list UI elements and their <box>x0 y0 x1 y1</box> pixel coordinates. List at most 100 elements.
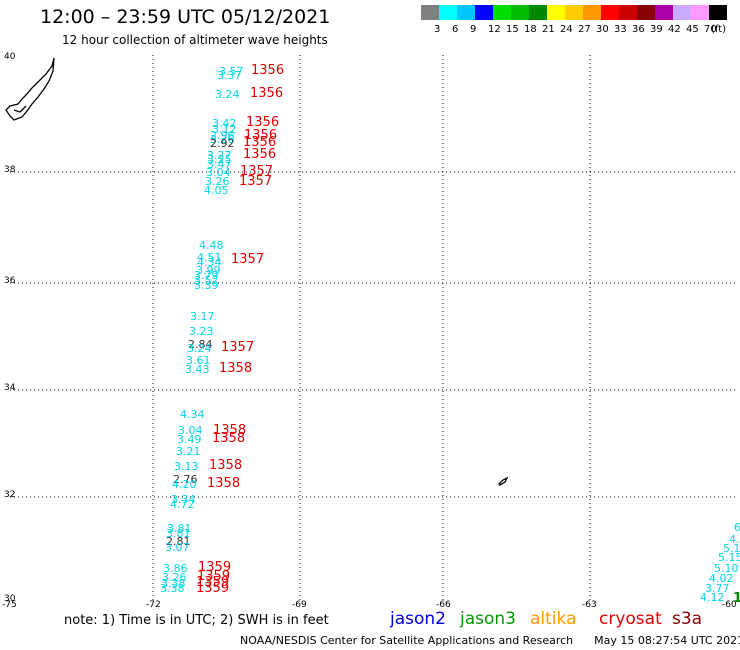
wave-height-value: 3.38 <box>160 582 185 595</box>
wave-height-value: 4.51 <box>197 251 222 264</box>
latitude-label: 38 <box>4 165 16 175</box>
wave-height-value: 5.10 <box>714 562 739 575</box>
pass-time: 1356 <box>243 147 277 162</box>
scale-label: 70 <box>704 24 717 35</box>
latitude-label: 34 <box>4 383 16 393</box>
pass-time: 1357 <box>240 164 274 179</box>
satellite-altika: altika <box>530 609 577 629</box>
wave-height-value: 4.02 <box>709 572 734 585</box>
wave-height-value: 5.15 <box>718 551 740 564</box>
page-subtitle: 12 hour collection of altimeter wave hei… <box>62 33 328 47</box>
pass-time: 1357 <box>239 174 273 189</box>
wave-height-value: 3.52 <box>194 274 219 287</box>
wave-height-value: 4.05 <box>204 184 229 197</box>
satellite-jason2: jason2 <box>390 609 446 629</box>
scale-label: 6 <box>452 24 459 35</box>
scale-label: 42 <box>668 24 681 35</box>
wave-height-value: 4. <box>729 533 740 546</box>
scale-swatch <box>655 5 673 20</box>
latitude-label: 30 <box>4 594 16 604</box>
pass-time: 1358 <box>213 423 247 438</box>
pass-time: 1356 <box>251 63 285 78</box>
edge-mark: 1 <box>733 591 740 606</box>
pass-time: 1357 <box>221 340 255 355</box>
scale-label: 39 <box>650 24 663 35</box>
scale-label: 15 <box>506 24 519 35</box>
wave-height-value: 3.38 <box>161 577 186 590</box>
wave-height-value: 3.07 <box>165 541 190 554</box>
longitude-label: -72 <box>146 600 161 610</box>
wave-height-value: 3.61 <box>186 354 211 367</box>
wave-height-value: 3.26 <box>162 571 187 584</box>
latitude-label: 40 <box>4 52 16 62</box>
pass-time: 1358 <box>207 476 241 491</box>
pass-time: 1359 <box>196 581 230 596</box>
wave-height-value: 3.43 <box>185 363 210 376</box>
scale-swatch <box>493 5 511 20</box>
pass-time: 1358 <box>219 361 253 376</box>
scale-label: 36 <box>632 24 645 35</box>
wave-height-value: 2.81 <box>166 535 191 548</box>
wave-height-value: 2.76 <box>173 473 198 486</box>
longitude-label: -75 <box>2 600 17 610</box>
scale-swatch <box>421 5 439 20</box>
satellite-cryosat: cryosat <box>599 609 662 629</box>
scale-swatch <box>457 5 475 20</box>
credit-timestamp: May 15 08:27:54 UTC 2021 <box>594 634 740 647</box>
wave-height-value: 4.12 <box>700 591 725 604</box>
wave-height-value: 3.77 <box>705 582 730 595</box>
latitude-label: 36 <box>4 276 16 286</box>
wave-height-value: 3.86 <box>163 562 188 575</box>
wave-height-value: 3.04 <box>206 166 231 179</box>
wave-height-value: 5.1 <box>723 542 740 555</box>
wave-height-value: 3.25 <box>207 153 232 166</box>
scale-swatch <box>619 5 637 20</box>
scale-swatch <box>547 5 565 20</box>
wave-height-value: 3.24 <box>187 342 212 355</box>
wave-height-value: 3.17 <box>190 310 215 323</box>
pass-time: 1356 <box>250 86 284 101</box>
pass-time: 1358 <box>212 431 246 446</box>
scale-swatch <box>565 5 583 20</box>
scale-swatch <box>691 5 709 20</box>
longitude-label: -63 <box>582 600 597 610</box>
scale-label: 27 <box>578 24 591 35</box>
wave-height-value: 3.13 <box>174 460 199 473</box>
longitude-label: -60 <box>722 600 737 610</box>
scale-swatch <box>511 5 529 20</box>
scale-label: 12 <box>488 24 501 35</box>
wave-height-value: 3.24 <box>215 88 240 101</box>
footer-note: note: 1) Time is in UTC; 2) SWH is in fe… <box>64 613 329 628</box>
scale-swatch <box>583 5 601 20</box>
wave-height-value: 2.96 <box>210 129 235 142</box>
wave-height-value: 4.34 <box>197 256 222 269</box>
wave-height-value: 3.04 <box>178 424 203 437</box>
coastline-inlet <box>13 105 27 113</box>
wave-height-value: 3.23 <box>189 325 214 338</box>
scale-label: 24 <box>560 24 573 35</box>
scale-label: 3 <box>434 24 441 35</box>
pass-time: 1358 <box>209 458 243 473</box>
longitude-label: -66 <box>436 600 451 610</box>
pass-time: 1357 <box>231 252 265 267</box>
credit-line: NOAA/NESDIS Center for Satellite Applica… <box>240 634 740 647</box>
credit-source: NOAA/NESDIS Center for Satellite Applica… <box>240 634 574 647</box>
wave-height-value: 3.21 <box>176 445 201 458</box>
wave-height-value: 3.49 <box>177 433 202 446</box>
pass-time: 1356 <box>244 128 278 143</box>
scale-swatch <box>529 5 547 20</box>
satellite-jason3: jason3 <box>460 609 516 629</box>
scale-swatch <box>637 5 655 20</box>
scale-label: 45 <box>686 24 699 35</box>
wave-height-value: 3.42 <box>212 117 237 130</box>
wave-height-value: 3.39 <box>194 279 219 292</box>
wave-height-value: 2.84 <box>188 338 213 351</box>
scale-swatch <box>601 5 619 20</box>
scale-label: 30 <box>596 24 609 35</box>
wave-height-value: 2.92 <box>210 137 235 150</box>
latitude-label: 32 <box>4 490 16 500</box>
pass-time: 1359 <box>196 575 230 590</box>
wave-height-value: 4.48 <box>199 239 224 252</box>
wave-height-value: 3.12 <box>212 123 237 136</box>
wave-height-value: 3.57 <box>219 65 244 78</box>
